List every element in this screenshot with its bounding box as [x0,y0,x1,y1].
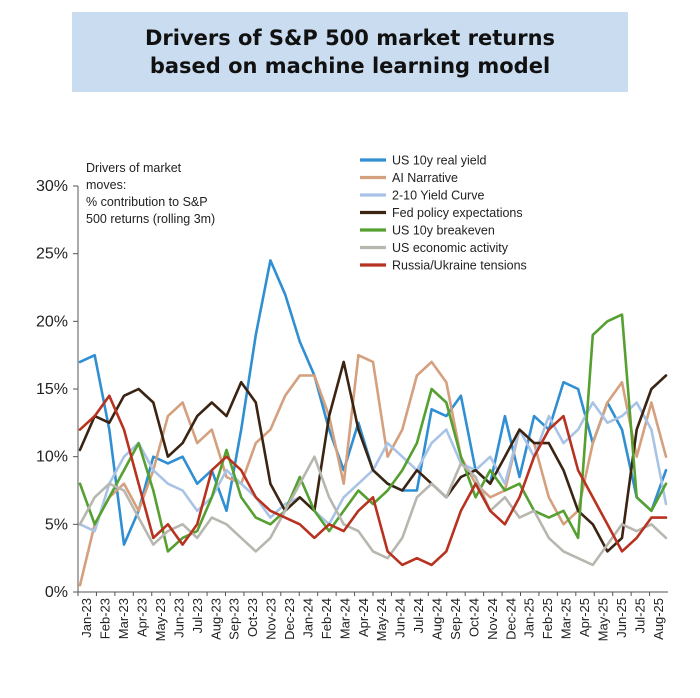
chart-annotation: Drivers of market moves: % contribution to… [86,161,215,226]
x-tick-label: Apr-25 [577,598,592,637]
x-tick-label: Apr-23 [135,598,150,637]
y-tick-label: 15% [36,381,68,398]
x-tick-label: Nov-23 [264,598,279,640]
x-tick-label: Mar-23 [116,598,131,639]
y-tick-label: 5% [45,516,68,533]
x-tick-label: Dec-24 [503,598,518,640]
x-tick-label: Jan-25 [522,598,537,638]
x-tick-label: Mar-25 [559,598,574,639]
y-tick-label: 10% [36,449,68,466]
chart-title: Drivers of S&P 500 market returns based … [144,26,556,78]
x-tick-label: Nov-24 [485,598,500,640]
annotation-line: % contribution to S&P [86,195,208,209]
x-tick-label: Feb-24 [319,598,334,639]
x-tick-label: May-24 [374,598,389,641]
x-tick-label: Jun-25 [614,598,629,638]
x-tick-label: Mar-24 [337,598,352,639]
x-tick-label: Jan-23 [79,598,94,638]
x-tick-label: Sep-23 [227,598,242,640]
x-tick-label: Feb-25 [540,598,555,639]
x-tick-label: Jul-23 [190,598,205,633]
x-tick-label: Aug-24 [430,598,445,640]
chart-series [78,259,668,587]
x-tick-label: Oct-24 [466,598,481,637]
x-tick-label: Jul-25 [632,598,647,633]
series-line [78,313,668,553]
x-tick-label: Apr-24 [356,598,371,637]
legend-label: AI Narrative [392,171,458,185]
x-tick-label: Aug-23 [208,598,223,640]
legend-label: Fed policy expectations [392,206,523,220]
y-tick-label: 30% [36,178,68,195]
annotation-line: Drivers of market [86,161,182,175]
x-tick-label: Jun-24 [393,598,408,638]
chart-axes: 0% 5% 10% 15% 20% 25% 30% Jan-23 Feb-23 Mar-23 Apr… [36,178,668,641]
y-tick-label: 20% [36,313,68,330]
legend-label: US 10y real yield [392,154,487,168]
x-tick-label: Sep-24 [448,598,463,640]
x-tick-label: May-23 [153,598,168,641]
x-tick-label: Oct-23 [245,598,260,637]
annotation-line: 500 returns (rolling 3m) [86,212,215,226]
series-line [78,360,668,553]
chart-legend: US 10y real yield AI Narrative 2-10 Yield … [360,154,527,273]
legend-label: 2-10 Yield Curve [392,189,484,203]
legend-label: US economic activity [392,241,509,255]
x-tick-label: Jan-24 [300,598,315,638]
x-tick-label: Jul-24 [411,598,426,633]
annotation-line: moves: [86,178,126,192]
x-tick-label: Aug-25 [651,598,666,640]
y-tick-label: 0% [45,584,68,601]
series-line [78,455,668,567]
x-tick-label: Jun-23 [171,598,186,638]
y-tick-label: 25% [36,246,68,263]
x-tick-label: May-25 [595,598,610,641]
x-tick-label: Dec-23 [282,598,297,640]
series-line [78,394,668,567]
legend-label: Russia/Ukraine tensions [392,259,527,273]
x-tick-label: Feb-23 [98,598,113,639]
title-banner: Drivers of S&P 500 market returns based … [72,12,628,92]
legend-label: US 10y breakeven [392,224,495,238]
